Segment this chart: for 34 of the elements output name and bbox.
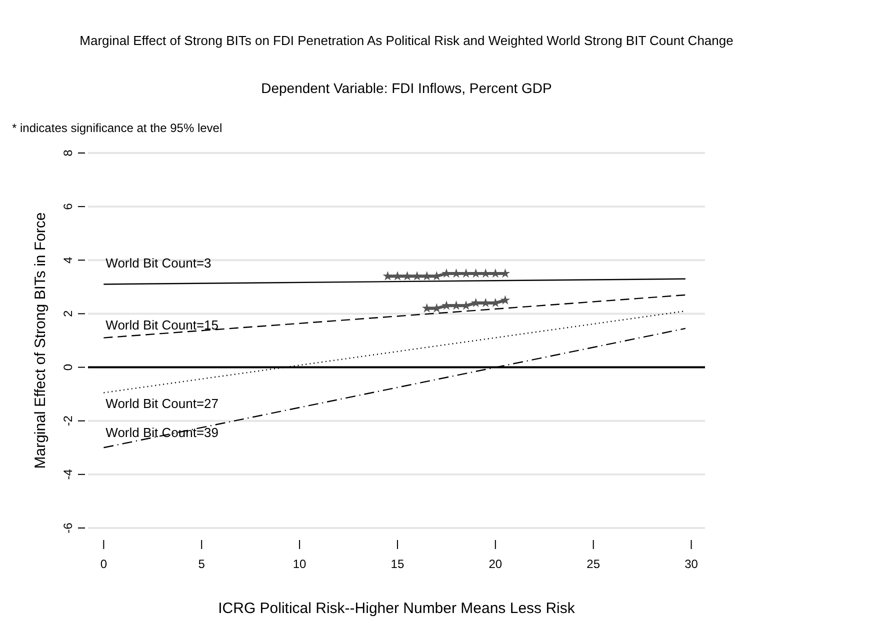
point xyxy=(480,298,491,308)
point xyxy=(402,271,412,280)
legend-label: World Bit Count=3 xyxy=(106,256,212,271)
y-tick-label: 4 xyxy=(61,256,75,264)
y-tick-label: 6 xyxy=(61,202,75,210)
y-tick-label: -6 xyxy=(61,522,75,534)
point xyxy=(422,303,432,313)
point xyxy=(412,271,422,280)
point xyxy=(392,271,402,280)
text: * indicates significance at the 95% level xyxy=(12,121,222,135)
x-axis-title: ICRG Political Risk--Higher Number Means Less Risk xyxy=(218,600,576,617)
x-tick-label: 20 xyxy=(488,557,502,571)
series-label: World Bit Count=15 xyxy=(106,317,219,332)
x-tick-label: 10 xyxy=(292,557,307,571)
x-tick-label: 0 xyxy=(100,557,108,571)
point xyxy=(500,295,510,305)
point xyxy=(470,298,481,308)
y-tick-label: 2 xyxy=(61,310,75,318)
point xyxy=(382,271,393,280)
x-tick-label: 25 xyxy=(586,557,600,571)
x-tick-label: 5 xyxy=(198,557,206,571)
chart-subtitle: Dependent Variable: FDI Inflows, Percent GDP xyxy=(261,80,552,96)
y-tick-label: -4 xyxy=(61,468,75,480)
x-tick-label: 15 xyxy=(390,557,404,571)
y-axis-title: Marginal Effect of Strong BITs in Force xyxy=(32,212,49,469)
y-tick-label: 8 xyxy=(61,149,75,156)
point xyxy=(451,300,462,310)
y-tick-label: 0 xyxy=(61,364,75,371)
y-tick-label: -2 xyxy=(61,415,75,426)
chart-title: Marginal Effect of Strong BITs on FDI Penetration As Political Risk and Weighted World Strong BIT Count Change xyxy=(80,33,734,48)
point xyxy=(442,300,452,310)
series-label: World Bit Count=27 xyxy=(106,396,219,412)
point xyxy=(422,271,432,280)
x-tick-label: 30 xyxy=(684,557,698,571)
